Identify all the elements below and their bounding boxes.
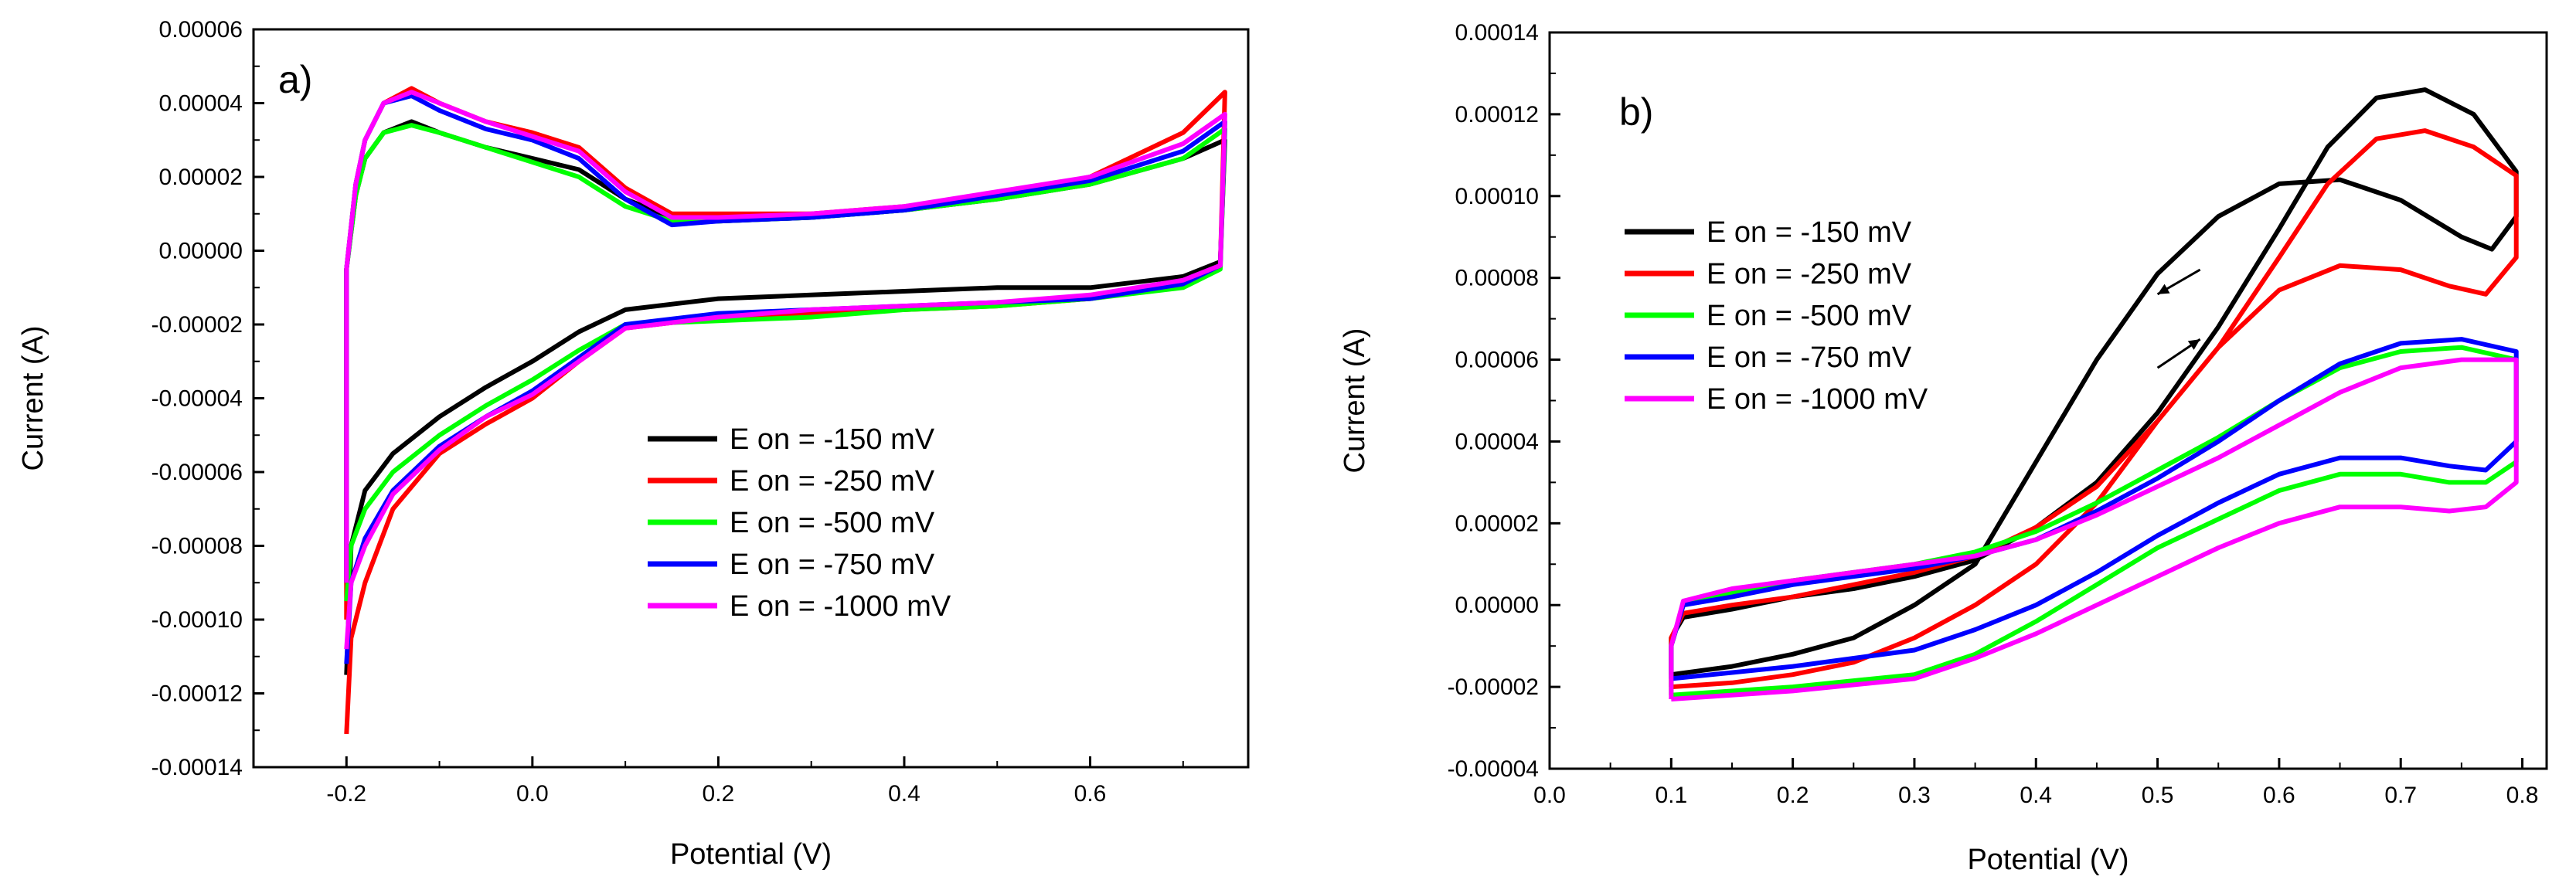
x-tick-label: 0.0 bbox=[516, 781, 549, 807]
series-line-5 bbox=[344, 90, 1227, 650]
x-tick-label: 0.6 bbox=[2263, 783, 2295, 808]
y-tick-label: -0.00002 bbox=[151, 312, 243, 338]
y-tick-label: 0.00006 bbox=[1455, 348, 1539, 373]
x-tick-label: 0.6 bbox=[1074, 781, 1107, 807]
y-tick-label: 0.00004 bbox=[159, 91, 243, 117]
legend-label: E on = -150 mV bbox=[730, 423, 935, 456]
y-tick-label: 0.00004 bbox=[1455, 429, 1539, 454]
x-tick-label: 0.4 bbox=[888, 781, 920, 807]
x-tick-label: 0.1 bbox=[1655, 783, 1687, 808]
legend-label: E on = -500 mV bbox=[730, 507, 935, 539]
y-tick-label: 0.00006 bbox=[159, 17, 243, 42]
x-tick-label: 0.2 bbox=[703, 781, 735, 807]
y-tick-label: 0.00014 bbox=[1455, 20, 1539, 46]
x-axis-title: Potential (V) bbox=[1967, 844, 2129, 876]
plot-frame bbox=[1548, 31, 2548, 770]
y-tick-label: -0.00008 bbox=[151, 534, 243, 559]
y-tick-label: 0.00010 bbox=[1455, 184, 1539, 209]
series-line-2 bbox=[1669, 128, 2519, 690]
legend-label: E on = -1000 mV bbox=[730, 590, 951, 623]
series-line-1 bbox=[1669, 87, 2519, 678]
legend-label: E on = -500 mV bbox=[1707, 300, 1912, 332]
y-tick-label: 0.00000 bbox=[159, 239, 243, 264]
y-tick-label: -0.00014 bbox=[151, 755, 243, 780]
plot-frame bbox=[252, 28, 1250, 769]
legend-label: E on = -250 mV bbox=[1707, 258, 1912, 290]
y-tick-label: 0.00000 bbox=[1455, 593, 1539, 618]
x-tick-label: 0.2 bbox=[1777, 783, 1809, 808]
y-tick-label: 0.00008 bbox=[1455, 266, 1539, 291]
legend-label: E on = -1000 mV bbox=[1707, 383, 1928, 416]
panel-b-chart: 0.0 0.1 0.2 0.3 0.4 0.5 0.6 0.7 0.8 -0.00004 -0.00… bbox=[1339, 20, 2548, 876]
panel-a-chart: -0.2 0.0 0.2 0.4 0.6 -0.00014 -0.00012 -0.00010… bbox=[17, 17, 1250, 871]
direction-arrow-head bbox=[2157, 284, 2170, 294]
x-axis-title: Potential (V) bbox=[670, 838, 832, 871]
x-tick-label: -0.2 bbox=[326, 781, 366, 807]
y-tick-label: -0.00006 bbox=[151, 460, 243, 485]
panel-label: a) bbox=[278, 58, 312, 101]
x-tick-label: 0.0 bbox=[1533, 783, 1566, 808]
legend: E on = -150 mV E on = -250 mV E on = -500 … bbox=[1625, 216, 1928, 416]
series-line-5 bbox=[1669, 357, 2519, 701]
legend-label: E on = -250 mV bbox=[730, 465, 935, 498]
legend-label: E on = -150 mV bbox=[1707, 216, 1912, 249]
x-tick-label: 0.8 bbox=[2506, 783, 2539, 808]
legend: E on = -150 mV E on = -250 mV E on = -500 … bbox=[648, 423, 951, 623]
direction-arrow-head bbox=[2187, 339, 2200, 350]
y-tick-label: -0.00004 bbox=[1448, 756, 1539, 782]
y-tick-label: -0.00002 bbox=[1448, 674, 1539, 700]
x-tick-label: 0.7 bbox=[2384, 783, 2417, 808]
x-tick-label: 0.3 bbox=[1898, 783, 1931, 808]
y-tick-label: 0.00002 bbox=[159, 165, 243, 190]
y-tick-label: 0.00012 bbox=[1455, 102, 1539, 127]
x-tick-label: 0.5 bbox=[2142, 783, 2174, 808]
series-line-3 bbox=[344, 123, 1227, 602]
legend-label: E on = -750 mV bbox=[730, 549, 935, 581]
y-axis-title: Current (A) bbox=[1339, 328, 1371, 474]
x-tick-label: 0.4 bbox=[2020, 783, 2052, 808]
y-axis-title: Current (A) bbox=[17, 326, 49, 471]
panel-label: b) bbox=[1619, 90, 1653, 134]
y-tick-label: -0.00004 bbox=[151, 386, 243, 412]
y-tick-label: -0.00012 bbox=[151, 681, 243, 707]
y-tick-label: -0.00010 bbox=[151, 607, 243, 633]
y-tick-label: 0.00002 bbox=[1455, 511, 1539, 536]
series-line-4 bbox=[1669, 337, 2519, 681]
legend-label: E on = -750 mV bbox=[1707, 341, 1912, 374]
